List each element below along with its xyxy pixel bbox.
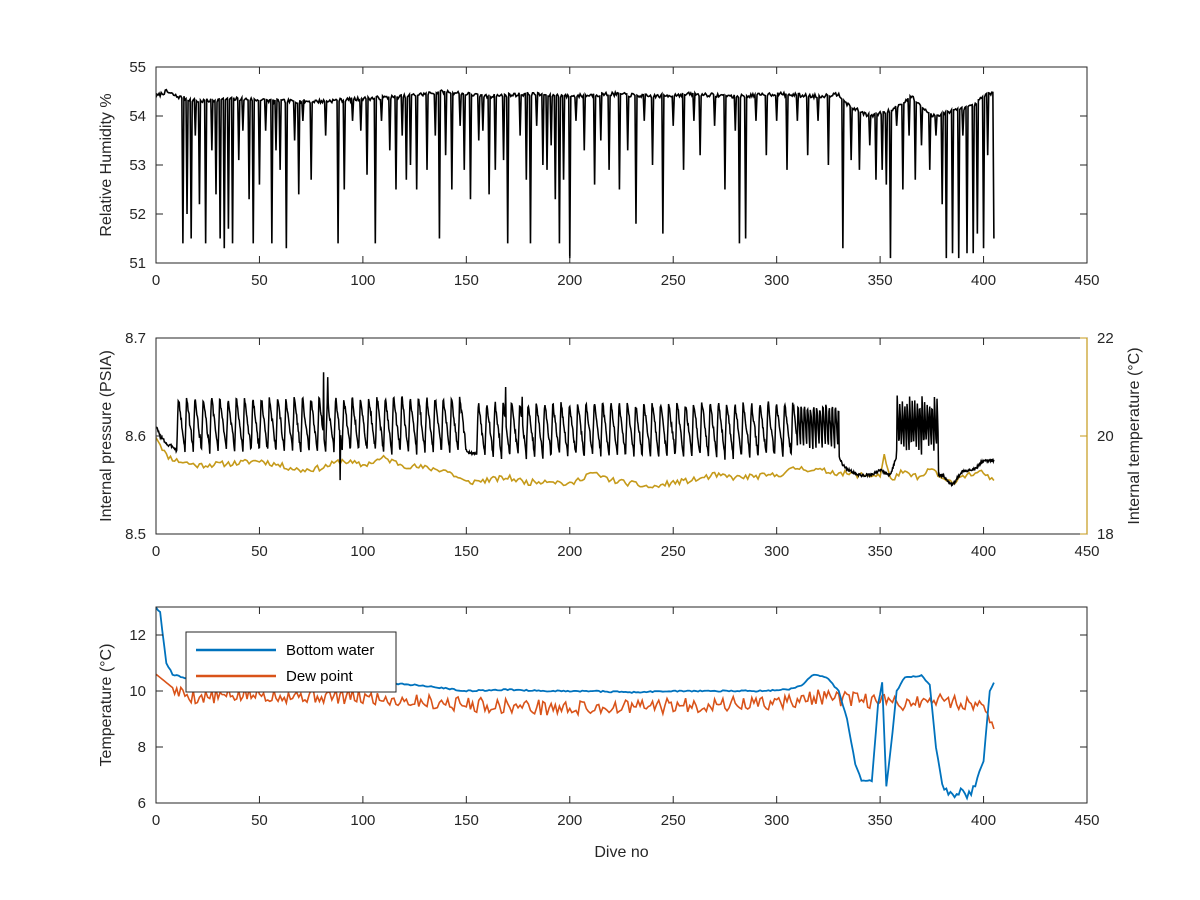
humidity-series-layer	[156, 88, 995, 259]
y-tick-label: 8	[138, 739, 146, 756]
x-tick-label: 150	[454, 812, 479, 829]
humidity-y-axis-label: Relative Humidity %	[98, 93, 115, 236]
x-tick-label: 350	[868, 812, 893, 829]
pressure-ticks: 0 50 100 150 200 250 300 350 400 450 8.5 8.6 8.7 18 20…	[125, 330, 1114, 560]
y-tick-label: 8.7	[125, 330, 146, 347]
y-tick-label: 12	[129, 627, 146, 644]
x-tick-label: 100	[350, 272, 375, 289]
relative-humidity-line	[156, 88, 995, 259]
y-right-tick-label: 18	[1097, 526, 1114, 543]
legend-label-bottom-water: Bottom water	[286, 642, 374, 659]
pressure-panel: 0 50 100 150 200 250 300 350 400 450 8.5 8.6 8.7 18 20…	[98, 330, 1143, 560]
y-tick-label: 55	[129, 59, 146, 76]
x-tick-label: 100	[350, 543, 375, 560]
humidity-panel: 0 50 100 150 200 250 300 350 400 450 51 52 53 54 55 Re…	[98, 59, 1100, 289]
x-tick-label: 450	[1074, 543, 1099, 560]
internal-temperature-y-axis-label: Internal temperature (°C)	[1126, 347, 1143, 524]
x-tick-label: 450	[1074, 812, 1099, 829]
legend-label-dew-point: Dew point	[286, 668, 354, 685]
x-tick-label: 250	[661, 812, 686, 829]
x-tick-label: 200	[557, 543, 582, 560]
x-tick-label: 250	[661, 272, 686, 289]
y-tick-label: 6	[138, 795, 146, 812]
x-tick-label: 400	[971, 543, 996, 560]
x-tick-label: 300	[764, 543, 789, 560]
x-tick-label: 150	[454, 272, 479, 289]
x-tick-label: 400	[971, 272, 996, 289]
x-tick-label: 300	[764, 812, 789, 829]
x-axis-label: Dive no	[594, 844, 648, 861]
x-tick-label: 150	[454, 543, 479, 560]
temperature-y-axis-label: Temperature (°C)	[98, 644, 115, 767]
x-tick-label: 50	[251, 812, 268, 829]
y-tick-label: 8.5	[125, 526, 146, 543]
x-tick-label: 200	[557, 812, 582, 829]
y-right-tick-label: 20	[1097, 428, 1114, 445]
x-tick-label: 0	[152, 272, 160, 289]
y-tick-label: 8.6	[125, 428, 146, 445]
x-tick-label: 200	[557, 272, 582, 289]
dew-point-line	[156, 673, 995, 730]
y-tick-label: 51	[129, 255, 146, 272]
y-tick-label: 52	[129, 206, 146, 223]
pressure-series-layer	[156, 372, 995, 489]
temperature-axes-box	[155, 606, 1088, 804]
y-tick-label: 54	[129, 108, 146, 125]
x-tick-label: 50	[251, 543, 268, 560]
x-tick-label: 400	[971, 812, 996, 829]
x-tick-label: 250	[661, 543, 686, 560]
humidity-ticks: 0 50 100 150 200 250 300 350 400 450 51 52 53 54 55	[129, 59, 1099, 289]
x-tick-label: 350	[868, 543, 893, 560]
legend-box	[185, 631, 397, 693]
internal-pressure-line	[156, 372, 995, 488]
x-tick-label: 0	[152, 543, 160, 560]
x-tick-label: 50	[251, 272, 268, 289]
x-tick-label: 0	[152, 812, 160, 829]
x-tick-label: 350	[868, 272, 893, 289]
x-tick-label: 100	[350, 812, 375, 829]
legend: Bottom water Dew point	[185, 631, 397, 693]
y-right-tick-label: 22	[1097, 330, 1114, 347]
pressure-y-axis-label: Internal pressure (PSIA)	[98, 350, 115, 522]
temperature-panel: 0 50 100 150 200 250 300 350 400 450 6 8 10 12 Temper…	[98, 606, 1100, 861]
temperature-ticks: 0 50 100 150 200 250 300 350 400 450 6 8 10 12	[129, 607, 1100, 829]
x-tick-label: 300	[764, 272, 789, 289]
y-tick-label: 53	[129, 157, 146, 174]
y-tick-label: 10	[129, 683, 146, 700]
x-tick-label: 450	[1074, 272, 1099, 289]
